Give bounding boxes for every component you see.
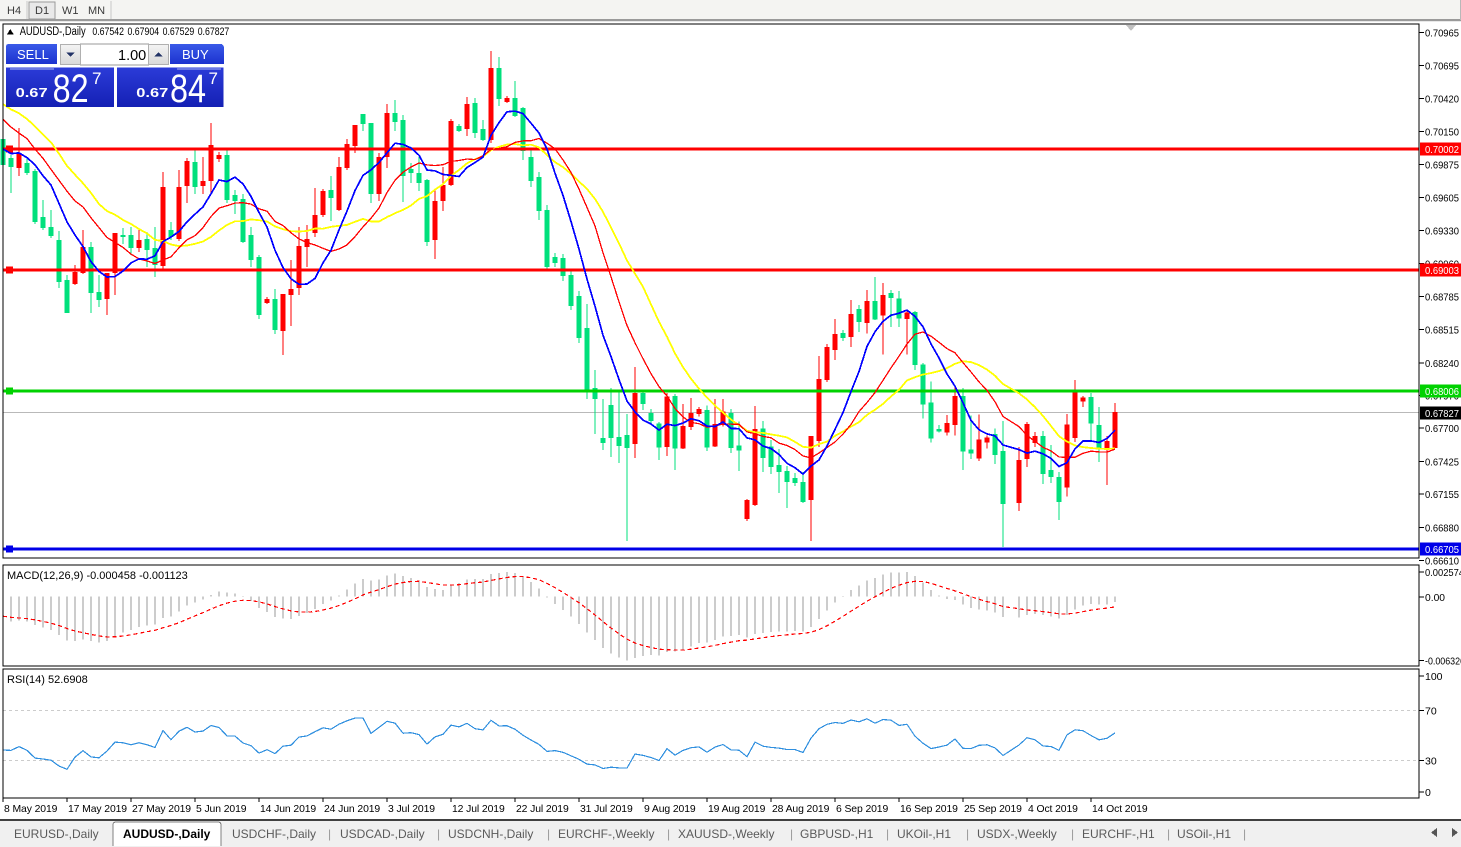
svg-text:9 Aug 2019: 9 Aug 2019 (644, 804, 696, 815)
svg-text:|: | (1243, 827, 1246, 841)
svg-text:84: 84 (170, 67, 206, 111)
svg-text:|: | (328, 827, 331, 841)
svg-text:22 Jul 2019: 22 Jul 2019 (516, 804, 569, 815)
svg-text:RSI(14) 52.6908: RSI(14) 52.6908 (7, 674, 88, 686)
svg-text:|: | (547, 827, 550, 841)
svg-text:H4: H4 (7, 5, 21, 17)
svg-text:0.69875: 0.69875 (1425, 160, 1459, 172)
svg-text:|: | (886, 827, 889, 841)
svg-text:0.68240: 0.68240 (1425, 358, 1459, 370)
svg-text:USDCHF-,Daily: USDCHF-,Daily (232, 827, 316, 841)
svg-text:12 Jul 2019: 12 Jul 2019 (452, 804, 505, 815)
svg-text:0.68785: 0.68785 (1425, 292, 1459, 304)
svg-text:0.69330: 0.69330 (1425, 226, 1459, 238)
svg-text:0.69605: 0.69605 (1425, 192, 1459, 204)
svg-text:70: 70 (1425, 705, 1437, 717)
svg-text:31 Jul 2019: 31 Jul 2019 (580, 804, 633, 815)
svg-text:4 Oct 2019: 4 Oct 2019 (1028, 804, 1078, 815)
svg-text:100: 100 (1425, 671, 1443, 683)
svg-text:14 Jun 2019: 14 Jun 2019 (260, 804, 316, 815)
svg-text:0.67: 0.67 (136, 85, 168, 100)
svg-text:0.66610: 0.66610 (1425, 555, 1459, 567)
svg-text:0.68515: 0.68515 (1425, 324, 1459, 336)
svg-text:0.68006: 0.68006 (1425, 386, 1459, 398)
svg-text:28 Aug 2019: 28 Aug 2019 (772, 804, 830, 815)
svg-text:14 Oct 2019: 14 Oct 2019 (1092, 804, 1148, 815)
svg-text:|: | (437, 827, 440, 841)
svg-text:0.67155: 0.67155 (1425, 489, 1459, 501)
svg-text:3 Jul 2019: 3 Jul 2019 (388, 804, 435, 815)
svg-text:|: | (1167, 827, 1170, 841)
svg-text:BUY: BUY (182, 47, 209, 62)
svg-text:0.67827: 0.67827 (1425, 408, 1459, 420)
svg-text:25 Sep 2019: 25 Sep 2019 (964, 804, 1022, 815)
svg-text:30: 30 (1425, 756, 1437, 768)
svg-text:0.002574: 0.002574 (1425, 567, 1461, 579)
svg-text:0.67542: 0.67542 (92, 26, 124, 38)
svg-text:-0.006326: -0.006326 (1425, 655, 1461, 667)
svg-text:MN: MN (88, 5, 105, 17)
svg-text:0.66880: 0.66880 (1425, 523, 1459, 535)
svg-text:0: 0 (1425, 787, 1431, 799)
svg-text:82: 82 (53, 67, 89, 111)
svg-text:0.70150: 0.70150 (1425, 126, 1459, 138)
svg-text:|: | (966, 827, 969, 841)
svg-text:USDCNH-,Daily: USDCNH-,Daily (448, 827, 533, 841)
svg-text:GBPUSD-,H1: GBPUSD-,H1 (800, 827, 874, 841)
svg-text:5 Jun 2019: 5 Jun 2019 (196, 804, 247, 815)
svg-text:0.67: 0.67 (16, 85, 48, 100)
svg-text:|: | (667, 827, 670, 841)
svg-text:0.67827: 0.67827 (198, 26, 230, 38)
svg-text:USOil-,H1: USOil-,H1 (1177, 827, 1231, 841)
svg-text:17 May 2019: 17 May 2019 (68, 804, 127, 815)
svg-text:|: | (790, 827, 793, 841)
svg-text:0.67904: 0.67904 (128, 26, 160, 38)
svg-text:0.70965: 0.70965 (1425, 28, 1459, 40)
svg-text:EURCHF-,Weekly: EURCHF-,Weekly (558, 827, 654, 841)
svg-text:D1: D1 (35, 5, 49, 17)
svg-text:MACD(12,26,9) -0.000458 -0.001: MACD(12,26,9) -0.000458 -0.001123 (7, 570, 188, 582)
svg-text:0.67700: 0.67700 (1425, 423, 1459, 435)
svg-text:7: 7 (209, 69, 218, 88)
svg-text:0.66705: 0.66705 (1425, 544, 1459, 556)
svg-text:W1: W1 (62, 5, 79, 17)
svg-text:27 May 2019: 27 May 2019 (132, 804, 191, 815)
svg-text:1.00: 1.00 (118, 48, 146, 64)
svg-text:19 Aug 2019: 19 Aug 2019 (708, 804, 766, 815)
svg-text:6 Sep 2019: 6 Sep 2019 (836, 804, 888, 815)
svg-text:EURUSD-,Daily: EURUSD-,Daily (14, 827, 99, 841)
svg-text:16 Sep 2019: 16 Sep 2019 (900, 804, 958, 815)
svg-text:UKOil-,H1: UKOil-,H1 (897, 827, 951, 841)
svg-text:0.67425: 0.67425 (1425, 457, 1459, 469)
svg-text:24 Jun 2019: 24 Jun 2019 (324, 804, 380, 815)
svg-text:|: | (1071, 827, 1074, 841)
svg-text:XAUUSD-,Weekly: XAUUSD-,Weekly (678, 827, 774, 841)
svg-text:0.70420: 0.70420 (1425, 94, 1459, 106)
svg-text:0.00: 0.00 (1425, 592, 1445, 604)
svg-text:0.70695: 0.70695 (1425, 60, 1459, 72)
svg-text:AUDUSD-,Daily: AUDUSD-,Daily (123, 827, 211, 841)
svg-text:8 May 2019: 8 May 2019 (4, 804, 58, 815)
svg-text:0.67529: 0.67529 (163, 26, 195, 38)
svg-text:USDX-,Weekly: USDX-,Weekly (977, 827, 1057, 841)
svg-text:SELL: SELL (17, 47, 49, 62)
svg-text:7: 7 (92, 69, 101, 88)
svg-text:0.69003: 0.69003 (1425, 265, 1459, 277)
svg-text:0.70002: 0.70002 (1425, 144, 1459, 156)
svg-text:AUDUSD-,Daily: AUDUSD-,Daily (20, 26, 86, 38)
svg-text:EURCHF-,H1: EURCHF-,H1 (1082, 827, 1155, 841)
svg-text:USDCAD-,Daily: USDCAD-,Daily (340, 827, 425, 841)
